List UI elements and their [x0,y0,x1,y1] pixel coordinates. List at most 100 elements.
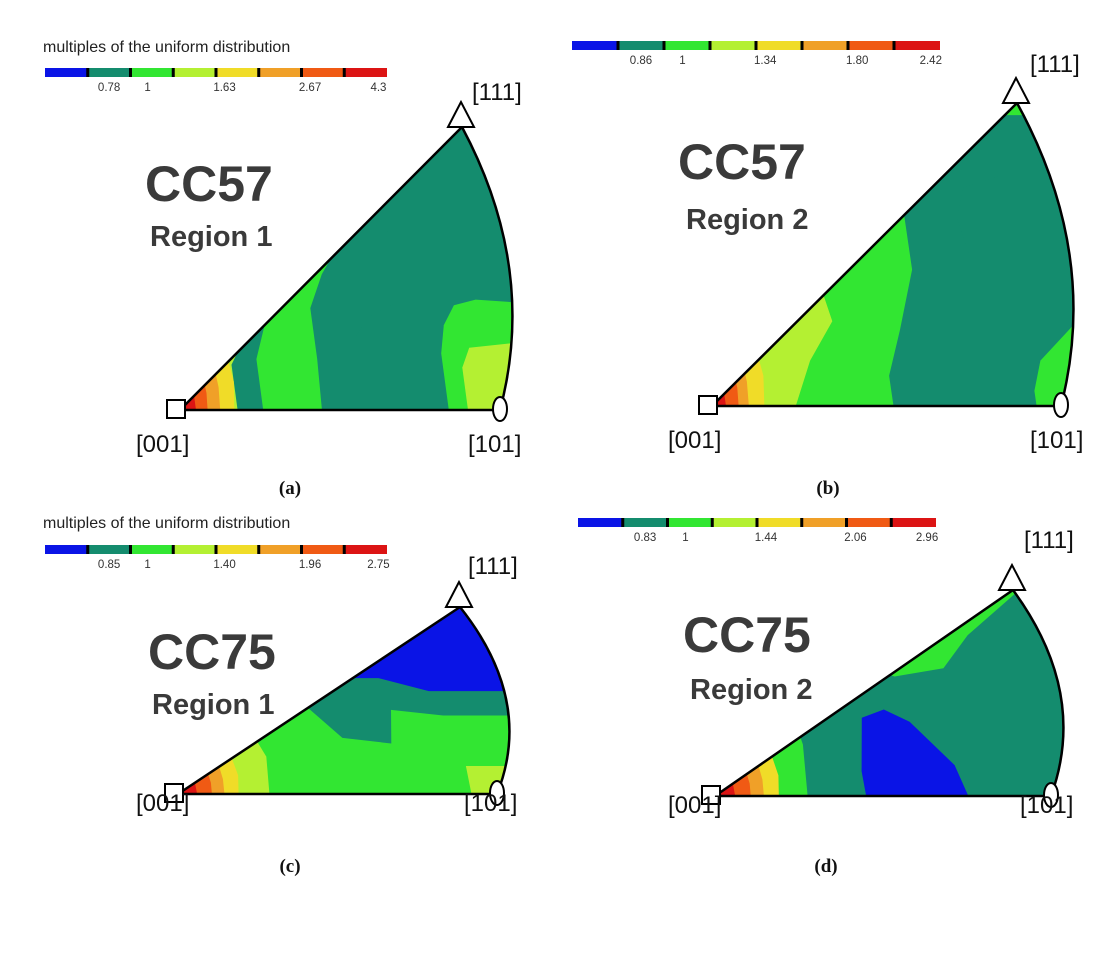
colorscale-tick-label: 2.06 [844,532,866,544]
standard-triangle-outline [173,605,511,796]
panel-a: multiples of the uniform distribution 0.7… [43,39,522,499]
colorscale-segment [801,518,847,527]
contour-region [280,607,509,692]
pole-label-001: [001] [668,427,721,454]
pole-label-101: [101] [1030,427,1083,454]
contour-region [712,345,741,406]
colorscale-segment [45,545,88,554]
pole-001-square-marker [166,399,186,419]
colorscale-segment [846,518,892,527]
contour-region [349,302,434,410]
standard-triangle-outline [708,100,1075,408]
colorscale-separator [800,41,804,50]
pole-001-square-marker [698,395,718,415]
colorscale-separator [710,518,714,527]
colorscale-separator [754,41,758,50]
pole-label-101: [101] [1020,792,1073,819]
colorscale-segment [216,545,259,554]
colorscale-segment [130,545,174,554]
colorscale-segment [45,68,88,77]
colorscale-segment [216,68,259,77]
contour-region [180,325,235,410]
colorscale-separator [129,68,132,77]
pole-101-ellipse-marker [492,396,508,422]
colorscale-separator [86,68,90,77]
colorscale-segment [618,41,664,50]
colorscale-tick-label: 1.63 [213,82,235,94]
sample-title: CC57 [678,134,806,190]
colorscale-separator [662,41,666,50]
colorscale-tick-label: 0.85 [98,559,120,571]
panel-caption: (d) [814,856,837,877]
panel-d: 0.83 1 1.44 2.06 2.96 [001] [101] [111] CC75 Regi… [578,518,1074,877]
panel-caption: (c) [279,856,300,877]
pole-label-001: [001] [668,792,721,819]
pole-figure-contours [180,127,513,410]
colorscale-tick-label: 4.3 [370,82,386,94]
pole-label-111: [111] [468,553,518,580]
colorscale-separator [171,545,175,554]
pole-111-triangle-marker [444,579,474,608]
colorscale-segment [87,68,131,77]
colorscale-tick-label: 1.80 [846,55,868,67]
contour-region [256,245,335,410]
contour-region [180,339,223,410]
contour-region [462,342,513,410]
panel-b: 0.86 1 1.34 1.80 2.42 [001] [101] [111] CC57 Regi… [572,41,1083,499]
standard-triangle-outline [176,124,514,412]
colorscale-segment [130,68,174,77]
colorscale-tick-label: 1 [144,559,150,571]
region-label: Region 2 [690,674,812,706]
colorscale-segment [622,518,668,527]
colorscale-separator [845,518,848,527]
colorscale-separator [666,518,669,527]
contour-region [861,709,978,796]
panel-c: multiples of the uniform distribution 0.8… [43,515,518,877]
colorscale-segment [572,41,618,50]
colorscale-tick-label: 2.96 [916,532,938,544]
panel-caption: (b) [816,478,839,499]
colorscale-tick-label: 0.83 [634,532,656,544]
colorscale-segment [258,68,302,77]
colorscale-separator [257,545,261,554]
colorscale-segment [344,68,387,77]
pole-101-ellipse-marker [1043,782,1059,808]
colorscale-segment [667,518,713,527]
pole-label-111: [111] [472,79,522,106]
colorscale-separator [171,68,175,77]
colorscale-tick-label: 1.34 [754,55,777,67]
colorscale-separator [616,41,620,50]
colorscale-segment [301,68,345,77]
colorscale-bar: 0.85 1 1.40 1.96 2.75 [45,545,390,571]
pole-label-101: [101] [464,790,517,817]
colorscale-tick-label: 2.42 [920,55,942,67]
colorscale-segment [173,545,216,554]
pole-label-101: [101] [468,431,521,458]
colorscale-separator [889,518,893,527]
pole-001-square-marker [701,785,721,805]
colorscale-segment [578,518,623,527]
colorscale-tick-label: 1 [144,82,150,94]
colorscale-separator [708,41,712,50]
colorscale-tick-label: 1 [679,55,685,67]
colorscale-separator [300,545,303,554]
colorscale-tick-label: 1.44 [755,532,778,544]
colorscale-separator [755,518,759,527]
colorscale-tick-label: 2.67 [299,82,321,94]
sample-title: CC75 [148,624,276,680]
colorscale-separator [342,545,346,554]
region-label: Region 1 [150,221,272,253]
pole-101-ellipse-marker [489,780,505,806]
colorscale-segment [848,41,894,50]
pole-label-001: [001] [136,431,189,458]
sample-title: CC57 [145,156,273,212]
pole-101-ellipse-marker [1053,392,1069,418]
colorscale-separator [214,68,218,77]
sample-title: CC75 [683,607,811,663]
colorscale-tick-label: 1.40 [213,559,235,571]
colorscale-segment [258,545,302,554]
colorscale-bar: 0.78 1 1.63 2.67 4.3 [45,68,387,94]
pole-label-001: [001] [136,790,189,817]
legend-title: multiples of the uniform distribution [43,515,290,532]
